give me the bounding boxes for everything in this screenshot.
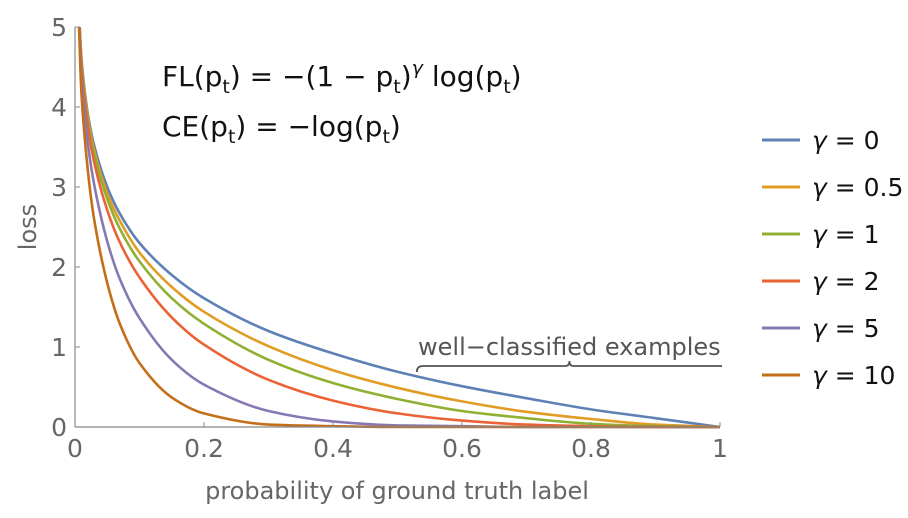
x-tick-label: 1 <box>712 434 728 463</box>
x-tick-label: 0 <box>67 434 83 463</box>
well-classified-label: well−classified examples <box>418 333 721 361</box>
y-tick-label: 0 <box>51 413 67 442</box>
series-line-2 <box>78 27 720 429</box>
y-ticks: 0 1 2 3 4 5 <box>51 13 80 442</box>
ce-formula: CE(pt) = −log(pt) <box>162 110 401 148</box>
y-tick-label: 3 <box>51 173 67 202</box>
legend: γ = 0 γ = 0.5 γ = 1 γ = 2 γ = 5 γ = 10 <box>762 126 903 390</box>
series-line-3 <box>78 27 720 429</box>
legend-label-3: γ = 2 <box>812 267 880 296</box>
legend-label-4: γ = 5 <box>812 314 880 343</box>
legend-label-1: γ = 0.5 <box>812 173 903 202</box>
x-ticks: 0 0.2 0.4 0.6 0.8 1 <box>67 422 728 463</box>
legend-label-0: γ = 0 <box>812 126 880 155</box>
x-axis-title: probability of ground truth label <box>205 477 589 505</box>
well-classified-brace <box>415 360 722 373</box>
x-tick-label: 0.4 <box>313 434 353 463</box>
fl-formula: FL(pt) = −(1 − pt)γ log(pt) <box>162 57 522 98</box>
y-tick-label: 2 <box>51 253 67 282</box>
annotation: well−classified examples <box>415 333 722 373</box>
x-tick-label: 0.2 <box>184 434 224 463</box>
x-tick-label: 0.8 <box>571 434 611 463</box>
curves <box>77 27 720 429</box>
y-tick-label: 4 <box>51 93 67 122</box>
y-tick-label: 5 <box>51 13 67 42</box>
y-tick-label: 1 <box>51 333 67 362</box>
legend-label-2: γ = 1 <box>812 220 880 249</box>
legend-label-5: γ = 10 <box>812 361 895 390</box>
plot-area: 0 0.2 0.4 0.6 0.8 1 0 1 2 3 4 5 <box>51 13 728 463</box>
x-tick-label: 0.6 <box>442 434 482 463</box>
y-axis-title: loss <box>14 204 42 250</box>
